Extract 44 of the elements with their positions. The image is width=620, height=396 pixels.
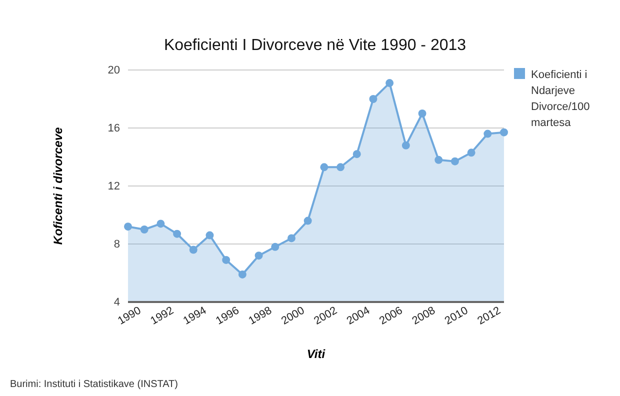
x-tick-label: 2000	[279, 304, 307, 328]
x-tick-label: 1992	[148, 304, 176, 328]
point	[222, 256, 230, 264]
point	[189, 246, 198, 254]
point	[206, 231, 214, 240]
text: Burimi: Instituti i Statistikave (INSTAT)	[10, 379, 178, 390]
x-tick-label: 2012	[476, 304, 503, 328]
x-tick-label: 1994	[181, 304, 209, 328]
y-axis-title: Koficenti i divorceve	[51, 126, 65, 245]
point	[500, 128, 508, 136]
x-tick-label: 2002	[312, 304, 340, 328]
point	[304, 216, 312, 225]
point	[369, 95, 378, 103]
point	[386, 79, 394, 88]
y-tick-label: 16	[108, 122, 120, 135]
y-tick-label: 12	[108, 180, 120, 193]
point	[254, 252, 263, 260]
point	[320, 163, 328, 172]
point	[402, 141, 410, 150]
x-tick-label: 2004	[344, 304, 372, 328]
x-tick-label: 2006	[378, 304, 405, 328]
point	[140, 226, 148, 234]
legend-label: Koeficienti i Ndarjeve Divorce/100 martesa	[531, 69, 590, 129]
point	[484, 130, 492, 138]
point	[418, 110, 426, 118]
point	[287, 234, 296, 242]
x-tick-label: 2010	[442, 304, 470, 328]
y-tick-label: 8	[114, 238, 120, 251]
point	[173, 230, 182, 238]
point	[271, 242, 280, 251]
point	[467, 148, 476, 157]
point	[124, 222, 132, 231]
x-tick-label: 1996	[214, 304, 242, 328]
point	[434, 156, 443, 164]
x-tick-label: 2008	[410, 304, 438, 328]
x-tick-label: 1998	[246, 304, 274, 328]
point	[450, 157, 459, 166]
point	[238, 270, 246, 278]
y-tick-label: 20	[108, 64, 120, 77]
chart-title: Koeficienti I Divorceve në Vite 1990 - 2013	[164, 37, 466, 54]
point	[336, 163, 345, 172]
point	[352, 150, 361, 158]
point	[156, 220, 165, 228]
x-axis-title: Viti	[306, 347, 326, 361]
